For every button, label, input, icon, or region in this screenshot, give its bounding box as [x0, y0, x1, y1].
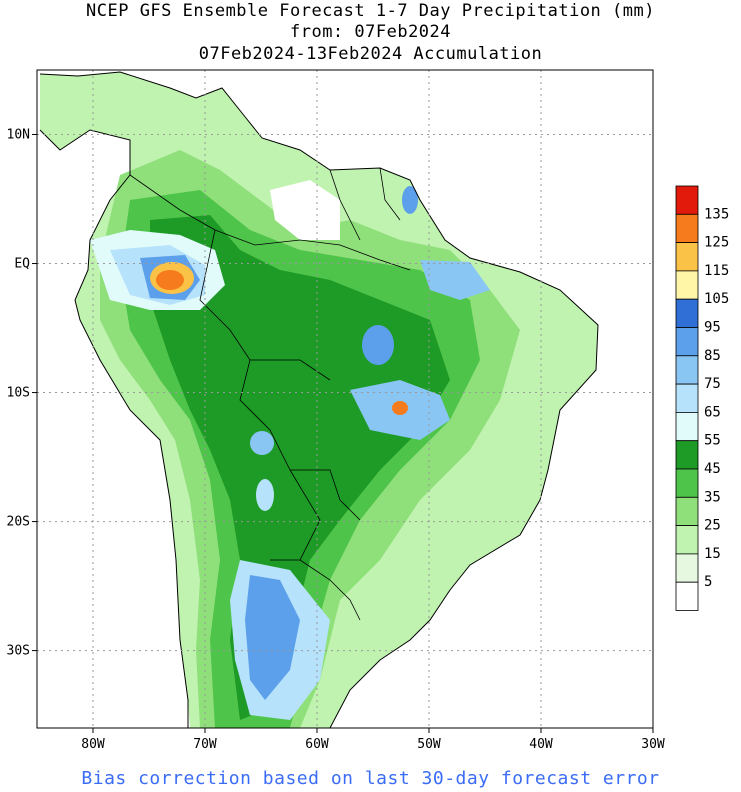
latitude-label: EQ — [14, 257, 30, 272]
legend-swatch — [675, 383, 699, 413]
latitude-label: 10S — [7, 386, 30, 401]
precip-northeast-blue — [420, 260, 490, 300]
precip-north-blue — [362, 325, 394, 365]
longitude-label: 30W — [641, 737, 665, 752]
precip-andes-blue — [250, 431, 274, 455]
legend-swatch — [675, 581, 699, 611]
legend-swatch — [675, 411, 699, 442]
graticule — [37, 70, 653, 728]
longitude-label: 80W — [81, 737, 105, 752]
legend-label: 105 — [704, 291, 729, 307]
legend-swatch — [675, 298, 699, 328]
legend-label: 115 — [704, 263, 729, 279]
map-area — [37, 70, 653, 728]
chart-subtitle-accumulation: 07Feb2024-13Feb2024 Accumulation — [198, 44, 543, 64]
legend-label: 125 — [704, 235, 729, 251]
dry-region-guiana — [270, 180, 340, 240]
legend-swatch — [675, 213, 699, 244]
map-frame — [36, 69, 654, 729]
legend-label: 135 — [704, 206, 729, 222]
legend-label: 5 — [704, 574, 712, 590]
legend-label: 95 — [704, 320, 721, 336]
bias-correction-note: Bias correction based on last 30-day for… — [81, 768, 660, 789]
legend-swatch — [675, 270, 699, 300]
legend-swatch — [675, 185, 699, 215]
legend-label: 15 — [704, 546, 721, 562]
legend-swatch — [675, 553, 699, 583]
legend-swatch — [675, 242, 699, 272]
latitude-label: 10N — [7, 128, 30, 143]
chart-subtitle-from: from: 07Feb2024 — [289, 22, 452, 42]
legend-swatch — [675, 327, 699, 357]
longitude-labels: 80W 70W 60W 50W 40W 30W — [81, 728, 665, 752]
precip-south-darkblue — [245, 575, 300, 700]
legend-label: 25 — [704, 518, 721, 534]
latitude-labels: 10N EQ 10S 20S 30S — [7, 128, 37, 659]
latitude-label: 30S — [7, 644, 30, 659]
coastline — [39, 71, 599, 728]
legend-label: 35 — [704, 489, 721, 505]
legend-swatch — [675, 440, 699, 470]
legend-swatch — [675, 468, 699, 498]
precip-andes-blue-2 — [256, 479, 274, 511]
colorbar-legend: 135 125 115 105 95 85 75 65 55 45 35 25 15 5 — [675, 185, 729, 611]
legend-swatch — [675, 355, 699, 385]
legend-label: 75 — [704, 376, 721, 392]
legend-label: 55 — [704, 433, 721, 449]
chart-title: NCEP GFS Ensemble Forecast 1-7 Day Preci… — [86, 1, 655, 21]
legend-swatch — [675, 496, 699, 526]
legend-label: 65 — [704, 404, 721, 420]
legend-swatch — [675, 525, 699, 555]
longitude-label: 50W — [417, 737, 441, 752]
legend-label: 85 — [704, 348, 721, 364]
latitude-label: 20S — [7, 515, 30, 530]
longitude-label: 60W — [305, 737, 329, 752]
legend-label: 45 — [704, 461, 721, 477]
longitude-label: 70W — [193, 737, 217, 752]
country-borders — [129, 167, 411, 621]
precip-central-orange — [392, 401, 408, 415]
precip-125-135-amazon — [156, 270, 184, 290]
precip-coast-blue — [402, 186, 418, 214]
longitude-label: 40W — [529, 737, 553, 752]
